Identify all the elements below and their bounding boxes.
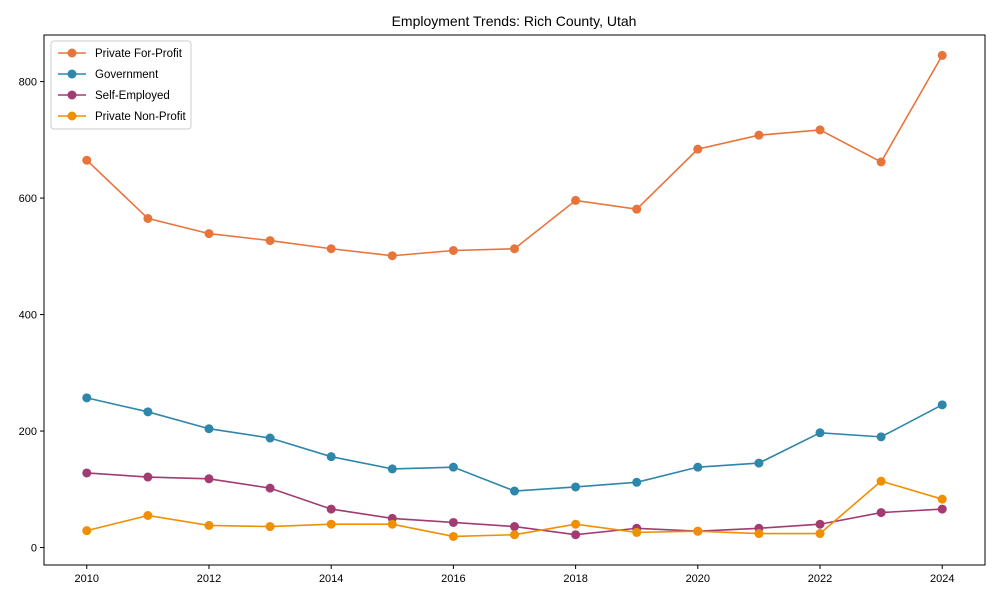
data-point — [387, 464, 397, 474]
y-tick-label: 0 — [31, 543, 37, 555]
data-point — [82, 526, 92, 536]
data-point — [815, 125, 825, 135]
data-point — [510, 522, 519, 532]
data-point — [815, 519, 825, 529]
data-point — [326, 519, 336, 529]
data-point — [510, 530, 519, 540]
data-point — [632, 204, 642, 214]
legend-label: Government — [95, 69, 159, 81]
x-tick-label: 2020 — [686, 573, 710, 585]
data-point — [571, 482, 581, 492]
data-point — [754, 130, 764, 140]
data-point — [632, 477, 642, 487]
data-point — [82, 155, 92, 165]
data-point — [571, 519, 581, 529]
x-tick-label: 2014 — [319, 573, 343, 585]
data-point — [143, 510, 153, 520]
data-point — [632, 527, 642, 537]
x-tick-label: 2018 — [563, 573, 587, 585]
data-point — [387, 251, 397, 261]
series-private-non-profit — [82, 476, 947, 541]
data-point — [143, 407, 153, 417]
data-point — [510, 244, 519, 254]
data-point — [82, 393, 92, 403]
series-line — [86, 54, 943, 257]
legend-label: Self-Employed — [95, 90, 170, 102]
data-point — [265, 433, 275, 443]
data-point — [876, 157, 886, 167]
data-point — [571, 530, 581, 540]
legend-label: Private Non-Profit — [95, 111, 187, 123]
data-point — [387, 519, 397, 529]
data-point — [876, 476, 886, 486]
series-government — [82, 393, 947, 496]
data-point — [571, 195, 581, 205]
data-point — [204, 229, 214, 239]
data-point — [937, 494, 947, 504]
data-point — [448, 517, 458, 527]
data-point — [143, 213, 153, 223]
y-tick-label: 400 — [19, 310, 37, 322]
series-private-for-profit — [82, 50, 947, 261]
data-point — [876, 508, 886, 518]
legend-marker — [67, 69, 77, 79]
data-point — [82, 468, 92, 478]
y-tick-label: 800 — [19, 77, 37, 89]
legend-marker — [67, 48, 77, 58]
data-point — [204, 474, 214, 484]
data-point — [937, 400, 947, 410]
y-tick-label: 600 — [19, 193, 37, 205]
legend-box — [50, 40, 192, 130]
data-point — [693, 526, 703, 536]
plot-area — [43, 34, 986, 566]
data-point — [265, 522, 275, 532]
data-point — [326, 452, 336, 462]
legend-marker — [67, 90, 77, 100]
legend-label: Private For-Profit — [95, 48, 183, 60]
data-point — [754, 458, 764, 468]
data-point — [448, 462, 458, 472]
data-point — [693, 144, 703, 154]
x-tick-label: 2024 — [930, 573, 954, 585]
data-point — [204, 424, 214, 434]
data-point — [448, 245, 458, 255]
y-tick-label: 200 — [19, 426, 37, 438]
x-tick-label: 2012 — [197, 573, 221, 585]
legend: Private For-Profit Government Self-Employe… — [50, 40, 192, 130]
series-line — [86, 397, 943, 492]
data-point — [815, 428, 825, 438]
data-point — [815, 529, 825, 539]
x-tick-label: 2022 — [808, 573, 832, 585]
data-point — [937, 50, 947, 60]
data-point — [326, 504, 336, 514]
data-point — [510, 486, 519, 496]
data-point — [448, 531, 458, 541]
data-point — [265, 483, 275, 493]
data-point — [204, 520, 214, 530]
data-point — [937, 504, 947, 514]
data-point — [876, 432, 886, 442]
data-point — [143, 472, 153, 482]
x-tick-label: 2016 — [441, 573, 465, 585]
x-tick-label: 2010 — [75, 573, 99, 585]
data-point — [693, 462, 703, 472]
legend-marker — [67, 111, 77, 121]
data-point — [265, 236, 275, 246]
data-point — [326, 244, 336, 254]
chart-title: Employment Trends: Rich County, Utah — [392, 13, 637, 29]
data-point — [754, 529, 764, 539]
